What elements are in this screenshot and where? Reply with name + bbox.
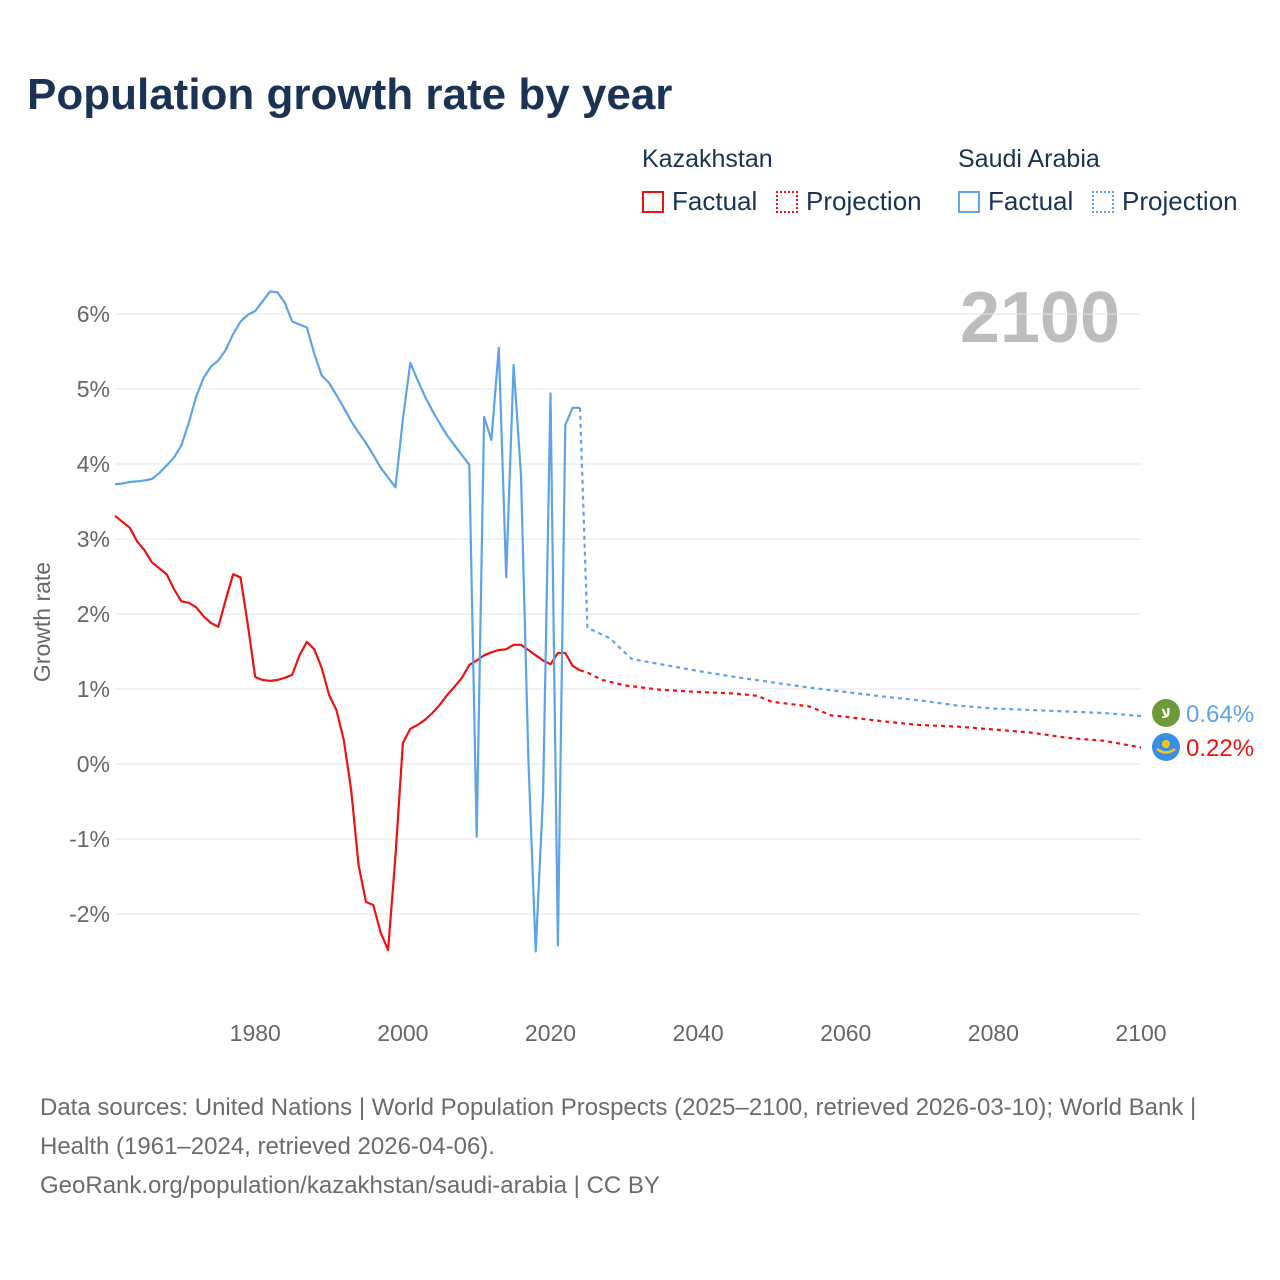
footer: Data sources: United Nations | World Pop…	[40, 1088, 1240, 1205]
legend-label: Factual	[672, 186, 758, 216]
saudi-arabia-end-label: 0.64%	[1186, 701, 1254, 728]
legend-label: Projection	[1122, 186, 1238, 216]
x-tick-label: 2000	[377, 1020, 428, 1046]
year-watermark: 2100	[960, 278, 1120, 358]
y-tick-label: -1%	[69, 826, 110, 852]
legend-kazakhstan-label: Kazakhstan	[642, 145, 773, 173]
y-tick-label: -2%	[69, 901, 110, 927]
legend-swatch-solid-blue	[958, 190, 980, 213]
chart-title: Population growth rate by year	[27, 70, 673, 119]
legend-saudi-arabia-label: Saudi Arabia	[958, 145, 1100, 173]
kazakhstan-flag-sun	[1162, 740, 1170, 748]
y-tick-label: 1%	[77, 676, 110, 702]
credit-link[interactable]: GeoRank.org/population/kazakhstan/saudi-…	[40, 1172, 660, 1199]
saudi-arabia-flag-icon	[1152, 699, 1180, 727]
y-tick-label: 2%	[77, 601, 110, 627]
x-tick-label: 2040	[673, 1020, 724, 1046]
x-tick-label: 2100	[1115, 1020, 1166, 1046]
x-tick-label: 2020	[525, 1020, 576, 1046]
legend-swatch-solid-red	[642, 190, 664, 213]
data-sources: Data sources: United Nations | World Pop…	[40, 1094, 1197, 1160]
legend-label: Factual	[988, 186, 1074, 216]
y-axis-label: Growth rate	[29, 562, 55, 682]
x-tick-label: 2060	[820, 1020, 871, 1046]
kazakhstan-flag-eagle	[1156, 747, 1176, 754]
saudi-arabia-flag-script: ﻻ	[1161, 706, 1171, 721]
x-tick-label: 1980	[230, 1020, 281, 1046]
legend-kazakhstan-projection[interactable]: Projection	[776, 186, 922, 217]
y-tick-label: 3%	[77, 526, 110, 552]
legend-saudi-arabia-factual[interactable]: Factual	[958, 186, 1073, 217]
kazakhstan-projection-line	[579, 669, 1142, 749]
chart-plot: 2100 6% 5% 4% 3% 2% 1% 0% -1% -2% 1980 2000 2020 204…	[29, 278, 1254, 1046]
legend-kazakhstan-factual[interactable]: Factual	[642, 186, 757, 217]
saudi-arabia-projection-line	[578, 407, 1142, 718]
y-tick-label: 4%	[77, 451, 110, 477]
y-tick-label: 0%	[77, 751, 110, 777]
legend-label: Projection	[806, 186, 922, 216]
legend-swatch-dotted-red	[776, 190, 798, 213]
legend-saudi-arabia-projection[interactable]: Projection	[1092, 186, 1238, 217]
y-tick-label: 6%	[77, 301, 110, 327]
saudi-arabia-factual-line	[114, 290, 580, 953]
kazakhstan-factual-line	[114, 514, 581, 952]
legend-swatch-dotted-blue	[1092, 190, 1114, 213]
y-tick-label: 5%	[77, 376, 110, 402]
x-tick-label: 2080	[968, 1020, 1019, 1046]
kazakhstan-end-label: 0.22%	[1186, 735, 1254, 762]
